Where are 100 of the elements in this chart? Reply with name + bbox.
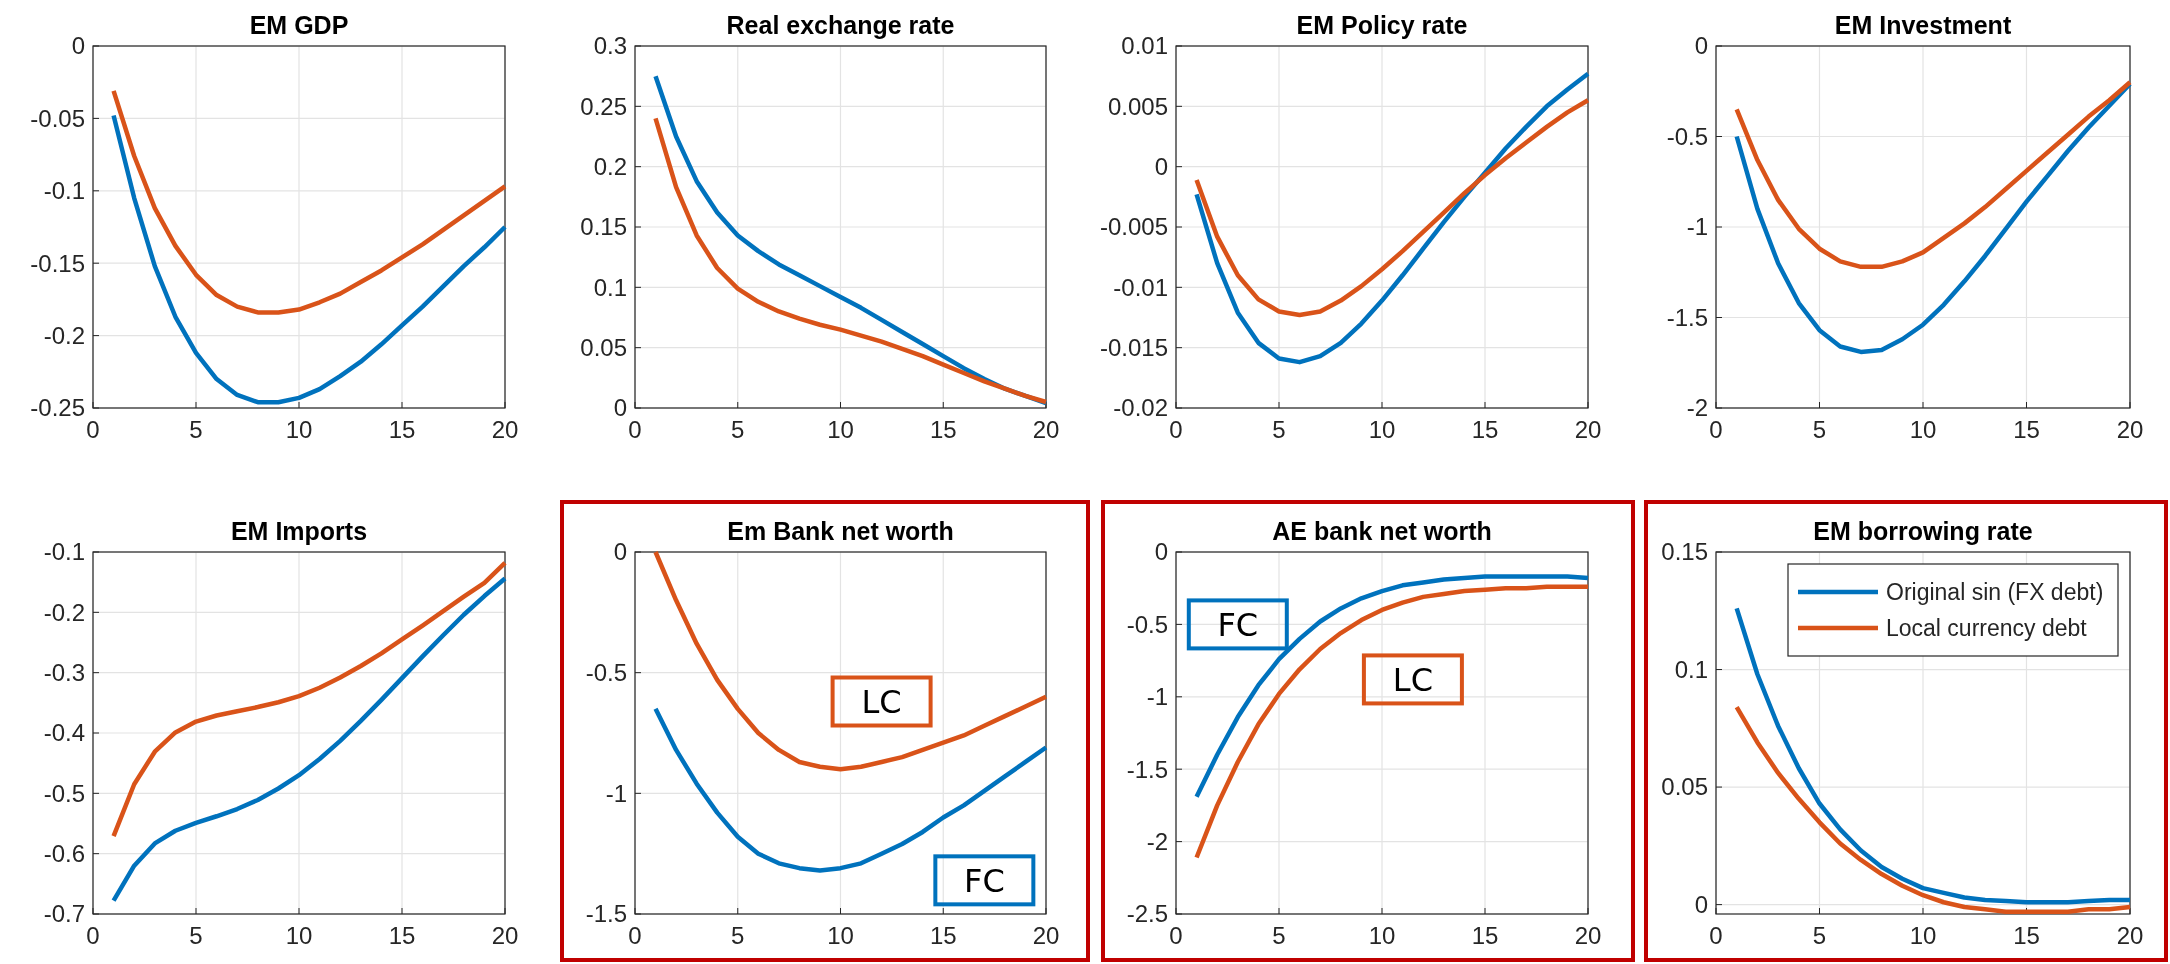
y-tick-label: -0.05 <box>30 104 85 132</box>
line-series <box>653 549 1049 772</box>
x-tick-label: 5 <box>731 416 745 443</box>
y-tick-label: -1 <box>605 779 627 807</box>
y-tick-label: -0.25 <box>30 394 85 422</box>
line-series <box>1194 584 1591 860</box>
y-tick-label: 0.05 <box>1661 773 1708 801</box>
x-tick-label: 10 <box>1368 922 1396 949</box>
chart-title: EM borrowing rate <box>1813 517 2033 545</box>
y-tick-label: 0.15 <box>580 213 627 241</box>
x-tick-label: 15 <box>2013 922 2040 949</box>
x-tick-label: 20 <box>2116 416 2144 443</box>
x-tick-label: 15 <box>388 416 416 443</box>
y-tick-label: -2 <box>1686 394 1708 422</box>
x-tick-label: 20 <box>1574 416 1602 443</box>
chart-title: EM GDP <box>249 11 349 39</box>
x-tick-label: 10 <box>827 922 854 949</box>
legend-label: Original sin (FX debt) <box>1886 579 2104 606</box>
x-tick-label: 20 <box>1032 922 1060 949</box>
y-tick-label: 0 <box>1694 891 1708 918</box>
line-series <box>1734 606 2133 905</box>
x-tick-label: 20 <box>1574 922 1602 949</box>
line-series <box>111 576 508 903</box>
y-tick-label: -0.2 <box>43 598 85 626</box>
x-tick-label: 5 <box>731 922 745 949</box>
x-tick-label: 5 <box>189 922 203 949</box>
x-tick-label: 20 <box>491 416 519 443</box>
chart-title: AE bank net worth <box>1272 517 1492 545</box>
y-tick-label: -1.5 <box>1126 755 1168 783</box>
line-series <box>1194 574 1591 799</box>
x-tick-label: 5 <box>1812 922 1827 949</box>
x-tick-label: 5 <box>1812 416 1827 443</box>
y-tick-label: -0.1 <box>43 177 85 205</box>
x-tick-label: 10 <box>285 922 313 949</box>
y-tick-label: -1 <box>1146 683 1168 711</box>
line-series <box>1734 704 2133 914</box>
y-tick-label: 0 <box>1694 32 1708 60</box>
y-tick-label: -0.01 <box>1113 273 1168 301</box>
y-tick-label: -2 <box>1146 828 1168 855</box>
x-tick-label: 20 <box>491 922 519 949</box>
x-tick-label: 15 <box>929 416 957 443</box>
chart-title: EM Imports <box>230 517 368 545</box>
y-tick-label: -0.005 <box>1099 213 1168 241</box>
x-tick-label: 5 <box>189 416 203 443</box>
y-tick-label: -1 <box>1686 213 1708 241</box>
y-tick-label: -0.15 <box>30 249 85 277</box>
line-series <box>111 560 508 839</box>
annotation: LC <box>1392 660 1433 699</box>
y-tick-label: -0.7 <box>43 900 85 928</box>
y-tick-label: 0 <box>1154 153 1168 181</box>
legend-label: Local currency debt <box>1886 615 2088 642</box>
annotation: FC <box>963 861 1005 900</box>
x-tick-label: 20 <box>1032 416 1060 443</box>
x-tick-label: 15 <box>929 922 957 949</box>
y-tick-label: -0.2 <box>43 322 85 349</box>
annotation: FC <box>1217 605 1259 644</box>
y-tick-label: 0 <box>613 538 627 566</box>
chart-title: EM Investment <box>1834 11 2012 39</box>
line-series <box>1194 71 1591 365</box>
y-tick-label: 0.3 <box>593 32 627 60</box>
y-tick-label: -0.3 <box>43 659 85 687</box>
y-tick-label: 0.005 <box>1107 92 1168 120</box>
x-tick-label: 5 <box>1272 922 1286 949</box>
y-tick-label: -0.5 <box>1666 122 1708 150</box>
y-tick-label: -1.5 <box>1666 303 1708 331</box>
y-tick-label: 0 <box>1154 538 1168 566</box>
y-tick-label: -0.1 <box>43 538 85 566</box>
y-tick-label: -0.6 <box>43 840 85 868</box>
y-tick-label: 0.2 <box>593 153 627 181</box>
x-tick-label: 15 <box>388 922 416 949</box>
chart-title: Real exchange rate <box>726 11 955 39</box>
annotation: LC <box>861 683 902 722</box>
y-tick-label: 0 <box>613 394 627 422</box>
y-tick-label: 0.01 <box>1121 32 1168 60</box>
y-tick-label: 0 <box>71 32 85 60</box>
x-tick-label: 20 <box>2116 922 2144 949</box>
line-series <box>1734 79 2133 270</box>
chart-title: EM Policy rate <box>1296 11 1468 39</box>
y-tick-label: -0.5 <box>1126 610 1168 638</box>
line-series <box>111 88 508 315</box>
line-series <box>1194 98 1591 318</box>
y-tick-label: 0.05 <box>580 334 627 362</box>
y-tick-label: 0.1 <box>593 273 627 301</box>
x-tick-label: 15 <box>2013 416 2040 443</box>
chart-title: Em Bank net worth <box>727 517 954 545</box>
line-series <box>111 113 508 405</box>
y-tick-label: -0.5 <box>43 779 85 807</box>
y-tick-label: -0.4 <box>43 719 85 747</box>
x-tick-label: 10 <box>1368 416 1396 443</box>
y-tick-label: -1.5 <box>585 900 627 928</box>
x-tick-label: 5 <box>1272 416 1286 443</box>
y-tick-label: 0.15 <box>1661 538 1708 566</box>
x-tick-label: 10 <box>1909 922 1937 949</box>
x-tick-label: 15 <box>1471 416 1499 443</box>
y-tick-label: -0.02 <box>1113 394 1168 422</box>
y-tick-label: 0.25 <box>580 92 627 120</box>
y-tick-label: -2.5 <box>1126 900 1168 928</box>
x-tick-label: 10 <box>827 416 854 443</box>
x-tick-label: 10 <box>1909 416 1937 443</box>
y-tick-label: 0.1 <box>1674 655 1708 683</box>
